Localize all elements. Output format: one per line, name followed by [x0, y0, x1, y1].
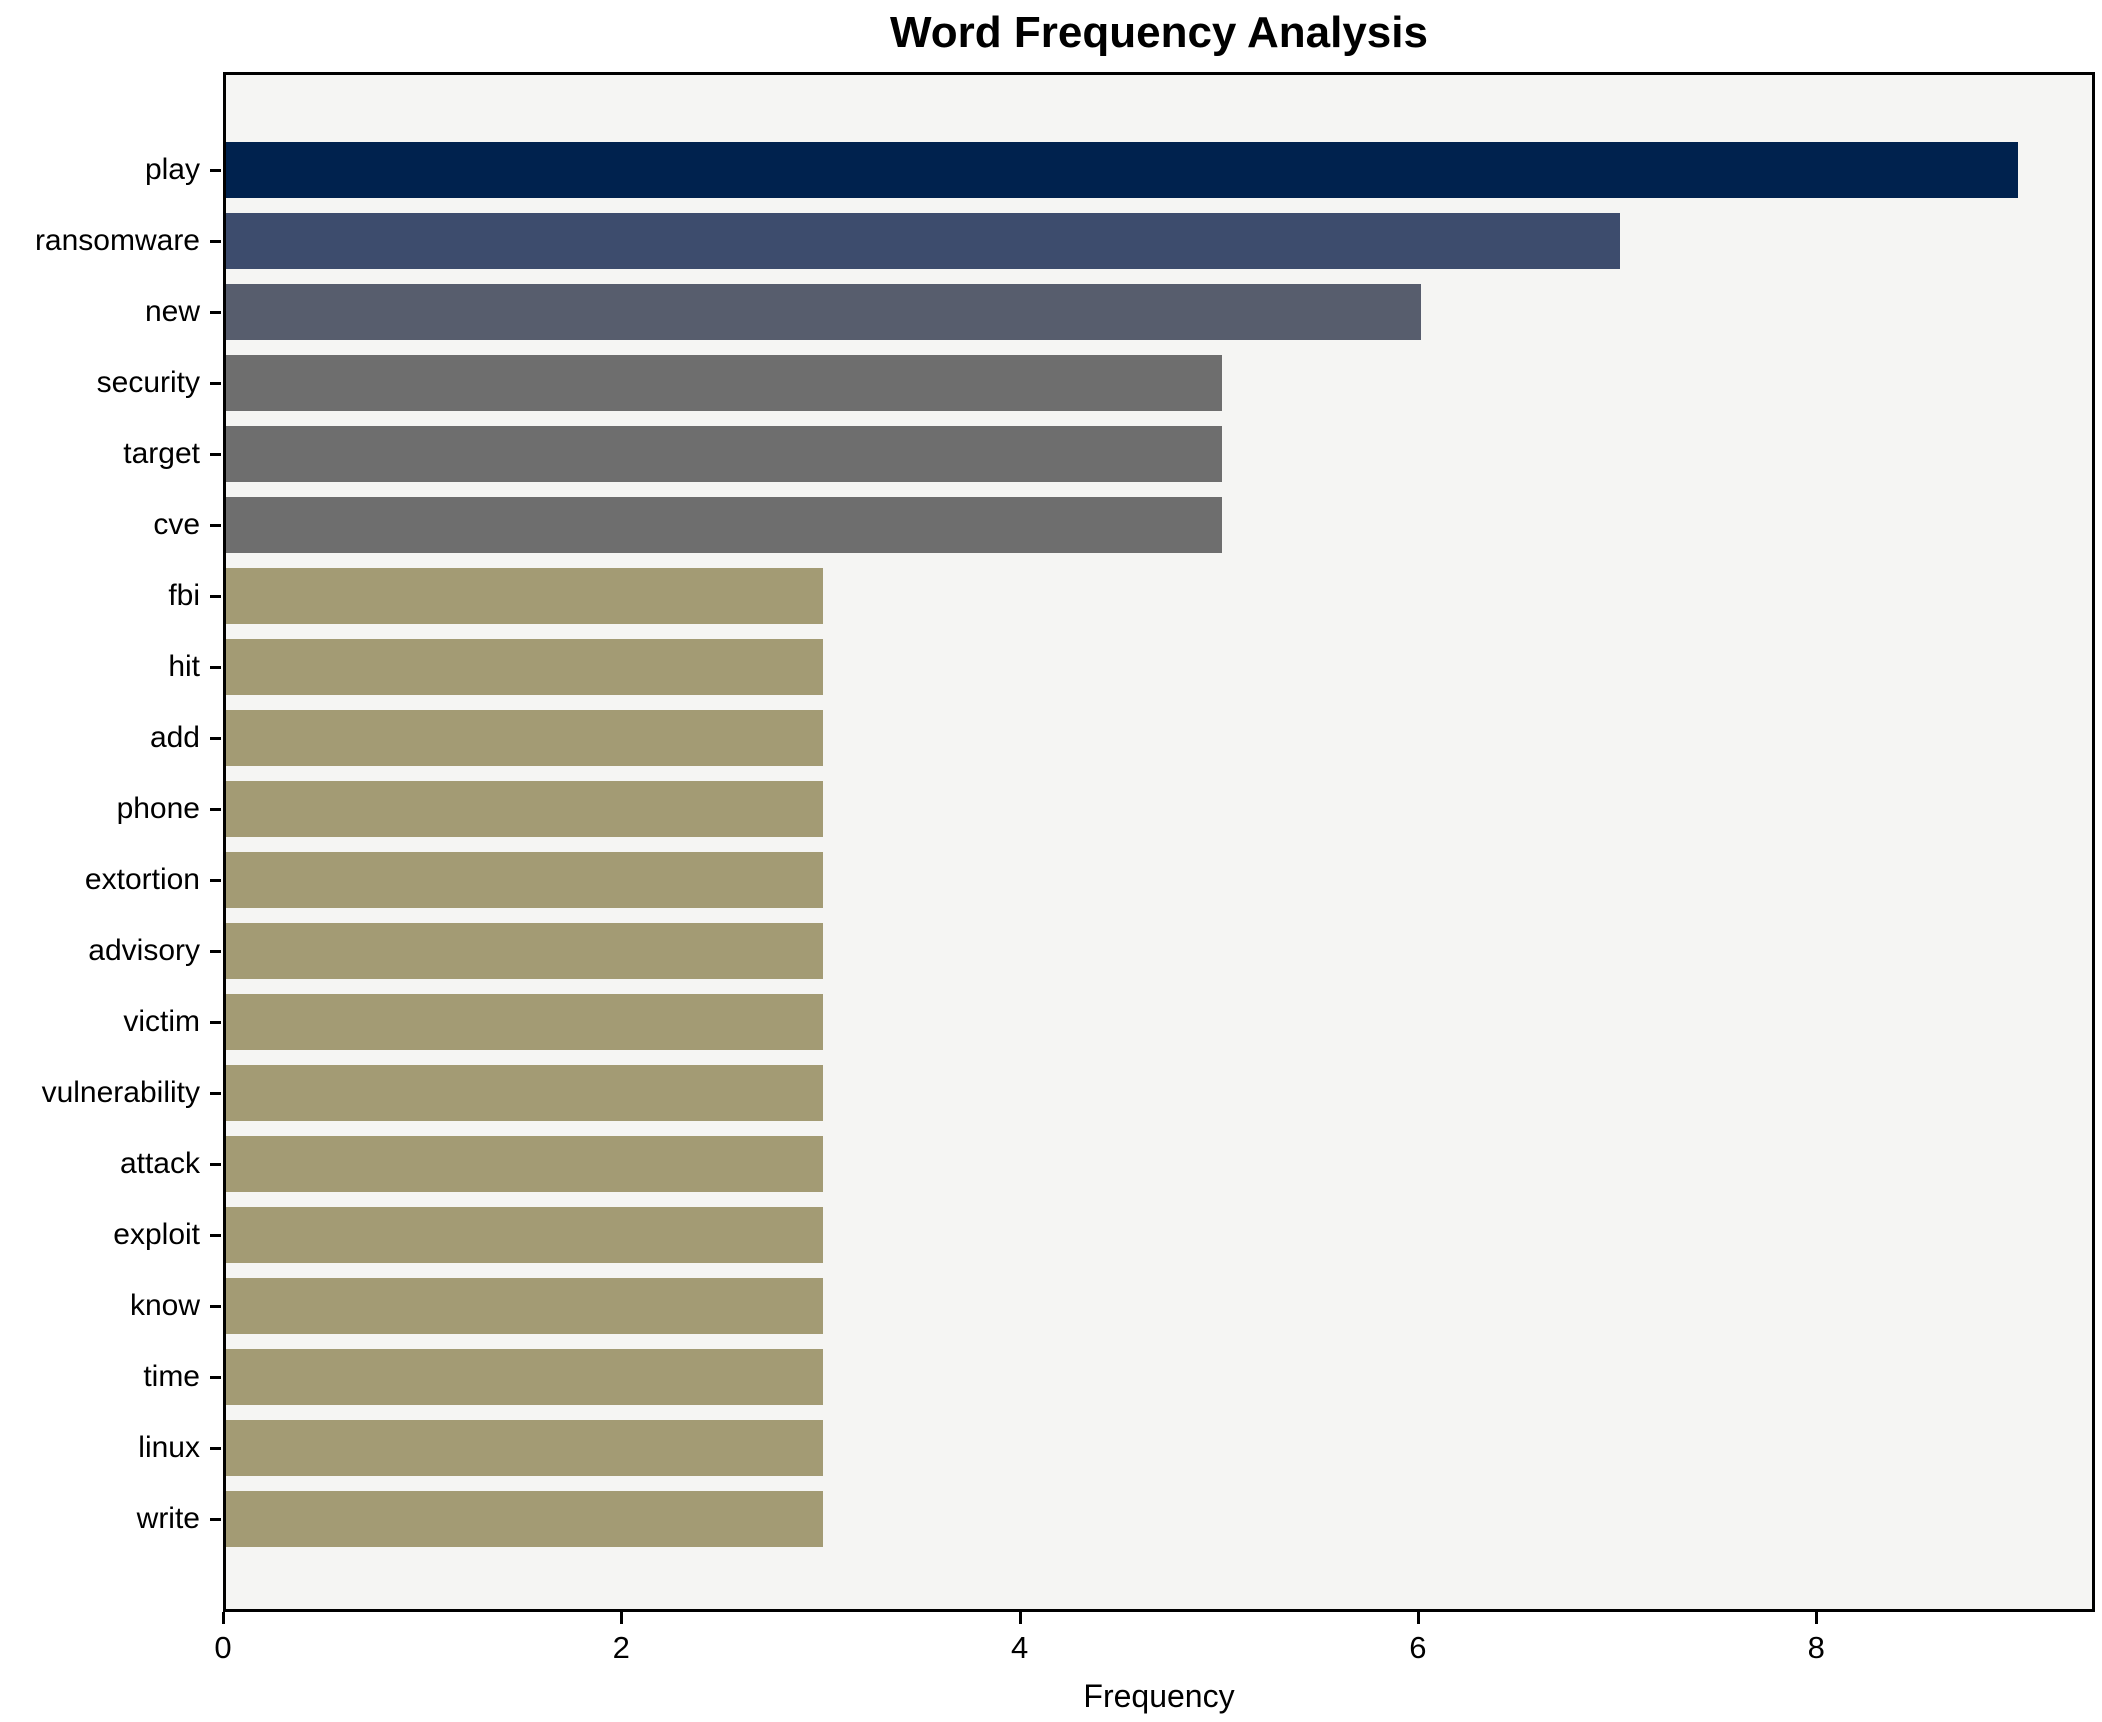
x-tick-label-2: 2 [612, 1630, 630, 1665]
y-axis-label-cve: cve [153, 508, 200, 541]
y-tick-exploit [210, 1234, 221, 1237]
x-tick-8 [1815, 1612, 1819, 1624]
y-tick-hit [210, 666, 221, 669]
y-axis-label-exploit: exploit [113, 1218, 200, 1251]
y-tick-advisory [210, 950, 221, 953]
y-axis-label-phone: phone [116, 792, 200, 825]
y-tick-play [210, 169, 221, 172]
y-tick-know [210, 1305, 221, 1308]
bar-attack [226, 1136, 823, 1192]
bar-know [226, 1278, 823, 1334]
y-tick-write [210, 1518, 221, 1521]
y-axis-label-ransomware: ransomware [34, 224, 200, 257]
y-tick-linux [210, 1447, 221, 1450]
y-tick-fbi [210, 595, 221, 598]
x-axis-title: Frequency [1083, 1678, 1235, 1714]
y-tick-time [210, 1376, 221, 1379]
bar-write [226, 1491, 823, 1547]
y-tick-vulnerability [210, 1092, 221, 1095]
y-axis-label-linux: linux [138, 1431, 200, 1464]
bar-advisory [226, 923, 823, 979]
y-tick-new [210, 311, 221, 314]
bar-time [226, 1349, 823, 1405]
bar-cve [226, 497, 1222, 553]
y-tick-ransomware [210, 240, 221, 243]
y-axis-label-time: time [143, 1360, 200, 1393]
bar-target [226, 426, 1222, 482]
y-axis-label-fbi: fbi [168, 579, 200, 612]
y-tick-security [210, 382, 221, 385]
y-tick-victim [210, 1021, 221, 1024]
plot-area [223, 72, 2095, 1612]
y-axis-label-add: add [149, 721, 200, 754]
bar-exploit [226, 1207, 823, 1263]
y-tick-target [210, 453, 221, 456]
y-axis-label-advisory: advisory [88, 934, 200, 967]
bar-ransomware [226, 213, 1620, 269]
y-axis-label-write: write [136, 1502, 200, 1535]
y-tick-attack [210, 1163, 221, 1166]
y-axis-label-victim: victim [123, 1005, 200, 1038]
bar-linux [226, 1420, 823, 1476]
bar-victim [226, 994, 823, 1050]
bar-security [226, 355, 1222, 411]
y-axis-label-know: know [129, 1289, 200, 1322]
bar-phone [226, 781, 823, 837]
bar-play [226, 142, 2018, 198]
x-tick-0 [222, 1612, 225, 1624]
bar-vulnerability [226, 1065, 823, 1121]
y-tick-extortion [210, 879, 221, 882]
x-tick-label-8: 8 [1807, 1630, 1825, 1665]
y-axis-label-hit: hit [168, 650, 200, 683]
x-tick-4 [1018, 1612, 1022, 1624]
y-axis-label-new: new [144, 295, 200, 328]
bar-new [226, 284, 1421, 340]
y-axis-label-vulnerability: vulnerability [41, 1076, 200, 1109]
y-tick-add [210, 737, 221, 740]
x-tick-label-4: 4 [1010, 1630, 1029, 1665]
y-axis-label-extortion: extortion [84, 863, 200, 896]
x-tick-label-6: 6 [1409, 1630, 1427, 1665]
x-tick-label-0: 0 [214, 1630, 232, 1665]
bar-fbi [226, 568, 823, 624]
y-axis-label-security: security [96, 366, 200, 399]
chart-title: Word Frequency Analysis [890, 8, 1428, 57]
x-tick-6 [1416, 1612, 1420, 1624]
bar-hit [226, 639, 823, 695]
y-axis-label-play: play [144, 153, 200, 186]
bar-extortion [226, 852, 823, 908]
y-axis-label-target: target [123, 437, 200, 470]
y-axis-label-attack: attack [119, 1147, 200, 1180]
bar-add [226, 710, 823, 766]
y-tick-cve [210, 524, 221, 527]
x-tick-2 [620, 1612, 624, 1624]
y-tick-phone [210, 808, 221, 811]
